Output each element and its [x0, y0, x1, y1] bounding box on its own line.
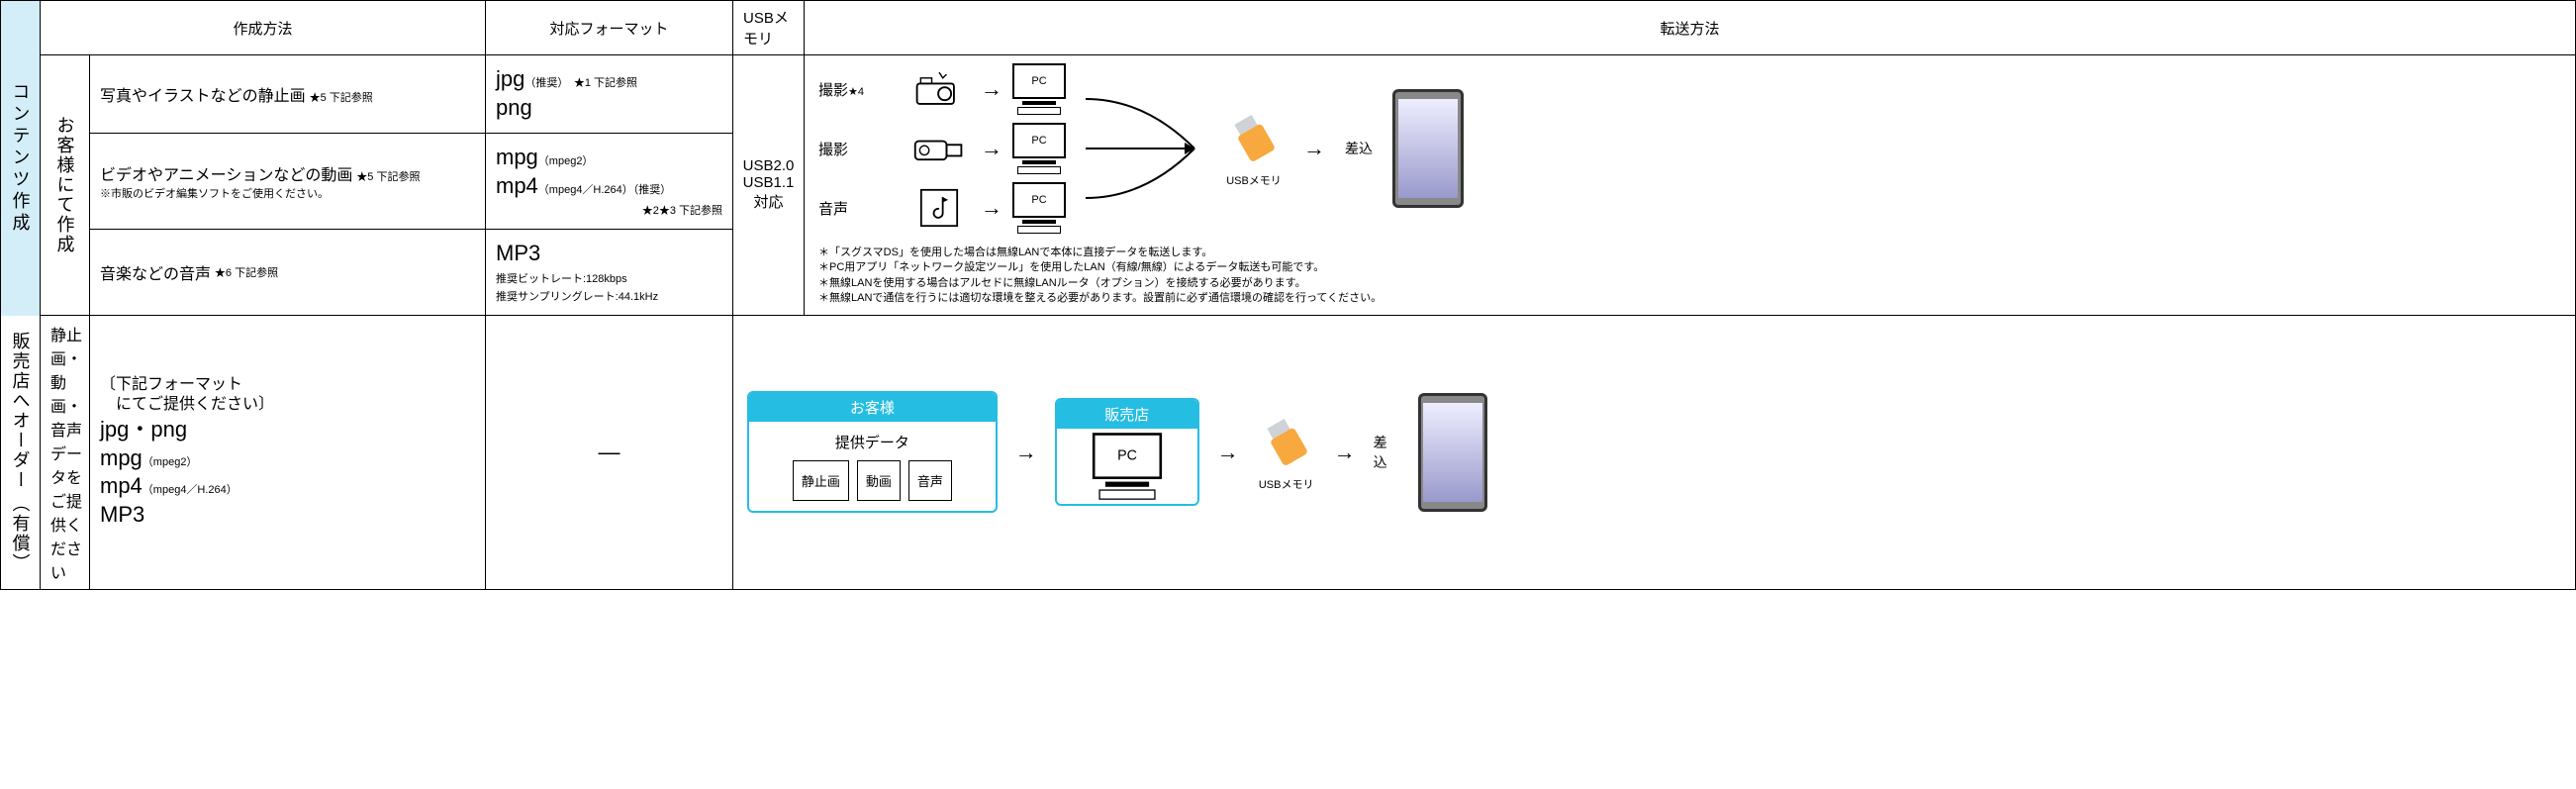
pc-icon: PC [1012, 182, 1066, 234]
method-text: ビデオやアニメーションなどの動画 [100, 167, 352, 184]
provide-item: 静止画 [793, 460, 849, 501]
transfer-cell-customer: 撮影★4 → PC 撮影 → PC 音声 → PC [805, 55, 2575, 316]
fmt: 〔下記フォーマット [100, 375, 242, 396]
flow-row: 撮影 → PC [818, 123, 1066, 174]
fmt: 推奨ビットレート:128kbps [496, 273, 627, 285]
method-note: ★5 下記参照 [310, 92, 373, 104]
format-cell: 〔下記フォーマット にてご提供ください〕 jpg・png mpg（mpeg2） … [90, 316, 486, 589]
method-text: 音楽などの音声 [100, 260, 211, 284]
customer-section-label: お客様にて作成 [41, 55, 90, 316]
note-line: ＊「スグスマDS」を使用した場合は無線LANで本体に直接データを転送します。 [818, 246, 1382, 260]
insert-label: 差込 [1374, 433, 1400, 472]
pc-icon: PC [1012, 123, 1066, 174]
tablet-icon [1392, 89, 1464, 208]
dealer-box-title: 販売店 [1057, 400, 1197, 429]
arrow-icon: → [981, 195, 1002, 221]
method-note: ★5 下記参照 [356, 171, 420, 183]
header-usb: USBメモリ [733, 1, 805, 55]
flow-label: 撮影 [818, 139, 898, 159]
transfer-cell-dealer: お客様 提供データ 静止画 動画 音声 → 販売店 PC → [733, 316, 805, 589]
fmt: （mpeg2） [538, 155, 594, 167]
note-line: ＊無線LANで通信を行うには適切な環境を整える必要があります。設置前に必ず通信環… [818, 291, 1382, 306]
arrow-icon: → [1015, 440, 1037, 465]
fmt: （mpeg4／H.264）（推奨） [538, 184, 672, 196]
format-cell: MP3 推奨ビットレート:128kbps 推奨サンプリングレート:44.1kHz [486, 230, 733, 316]
arrow-icon: → [1303, 136, 1325, 161]
fmt: mp4 [496, 173, 538, 198]
method-text: 静止画・動画・音声データをご提供ください [50, 322, 82, 583]
method-sub: ※市販のビデオ編集ソフトをご使用ください。 [100, 185, 420, 201]
usb-cell: — [486, 316, 733, 589]
fmt: ★1 下記参照 [563, 77, 637, 89]
dealer-label: 販売店へオーダー [8, 332, 34, 490]
video-camera-icon [907, 127, 971, 170]
usb-icon: USBメモリ [1257, 413, 1316, 492]
dealer-box: 販売店 PC [1055, 398, 1199, 506]
dealer-section-label: 販売店へオーダー （有償） [1, 316, 41, 589]
note-line: ＊PC用アプリ「ネットワーク設定ツール」を使用したLAN（有線/無線）によるデー… [818, 260, 1382, 275]
method-text: 写真やイラストなどの静止画 [100, 88, 306, 105]
pc-icon: PC [1093, 433, 1162, 500]
fmt: MP3 [100, 502, 144, 527]
dealer-label2: （有償） [8, 494, 34, 573]
usb-cell: USB2.0 USB1.1 対応 [733, 55, 805, 316]
method-note: ★6 下記参照 [215, 264, 278, 280]
method-cell: 音楽などの音声 ★6 下記参照 [90, 230, 486, 316]
fmt: MP3 [496, 241, 540, 265]
flow-note: ★4 [848, 86, 864, 98]
arrow-icon: → [1334, 440, 1356, 465]
pc-label: PC [1012, 182, 1066, 218]
pc-label: PC [1012, 123, 1066, 158]
header-transfer: 転送方法 [805, 1, 2575, 55]
provide-item: 音声 [908, 460, 952, 501]
header-method: 作成方法 [41, 1, 486, 55]
camera-icon [907, 67, 971, 111]
fmt: にてご提供ください〕 [100, 395, 274, 416]
merge-arrows [1086, 74, 1204, 223]
fmt: 推奨サンプリングレート:44.1kHz [496, 291, 658, 303]
pc-label: PC [1093, 433, 1162, 479]
flow-row: 音声 → PC [818, 182, 1066, 234]
pc-label: PC [1012, 63, 1066, 99]
note-line: ＊無線LANを使用する場合はアルセドに無線LANルータ（オプション）を接続する必… [818, 276, 1382, 291]
flow-row: 撮影★4 → PC [818, 63, 1066, 115]
provide-item: 動画 [857, 460, 901, 501]
method-cell: 静止画・動画・音声データをご提供ください [41, 316, 90, 589]
customer-box: お客様 提供データ 静止画 動画 音声 [747, 391, 998, 513]
fmt: png [496, 95, 532, 120]
arrow-icon: → [1217, 440, 1239, 465]
method-cell: 写真やイラストなどの静止画 ★5 下記参照 [90, 55, 486, 134]
flow-label: 音声 [818, 198, 898, 219]
usb-icon: USBメモリ [1224, 109, 1284, 188]
flow-label: 撮影 [818, 82, 848, 99]
audio-icon [907, 186, 971, 230]
provide-label: 提供データ [759, 432, 986, 452]
main-category-label: コンテンツ作成 [1, 1, 41, 316]
transfer-notes: ＊「スグスマDS」を使用した場合は無線LANで本体に直接データを転送します。 ＊… [818, 246, 1382, 307]
customer-box-title: お客様 [749, 393, 996, 422]
usb-label: USBメモリ [1259, 476, 1314, 492]
fmt: （推奨） [525, 77, 563, 89]
pc-icon: PC [1012, 63, 1066, 115]
header-format: 対応フォーマット [486, 1, 733, 55]
usb-label: USBメモリ [1226, 172, 1282, 188]
content-creation-table: コンテンツ作成 作成方法 対応フォーマット USBメモリ 転送方法 お客様にて作… [0, 0, 2576, 590]
format-cell: jpg（推奨） ★1 下記参照 png [486, 55, 733, 134]
arrow-icon: → [981, 76, 1002, 102]
insert-label: 差込 [1345, 139, 1373, 158]
format-cell: mpg（mpeg2） mp4（mpeg4／H.264）（推奨） ★2★3 下記参… [486, 134, 733, 230]
method-cell: ビデオやアニメーションなどの動画 ★5 下記参照 ※市販のビデオ編集ソフトをご使… [90, 134, 486, 230]
arrow-icon: → [981, 136, 1002, 161]
fmt: ★2★3 下記参照 [642, 205, 722, 217]
fmt: jpg・png [100, 417, 187, 442]
fmt: jpg [496, 66, 525, 91]
fmt: mpg [496, 145, 538, 169]
tablet-icon [1418, 393, 1487, 512]
